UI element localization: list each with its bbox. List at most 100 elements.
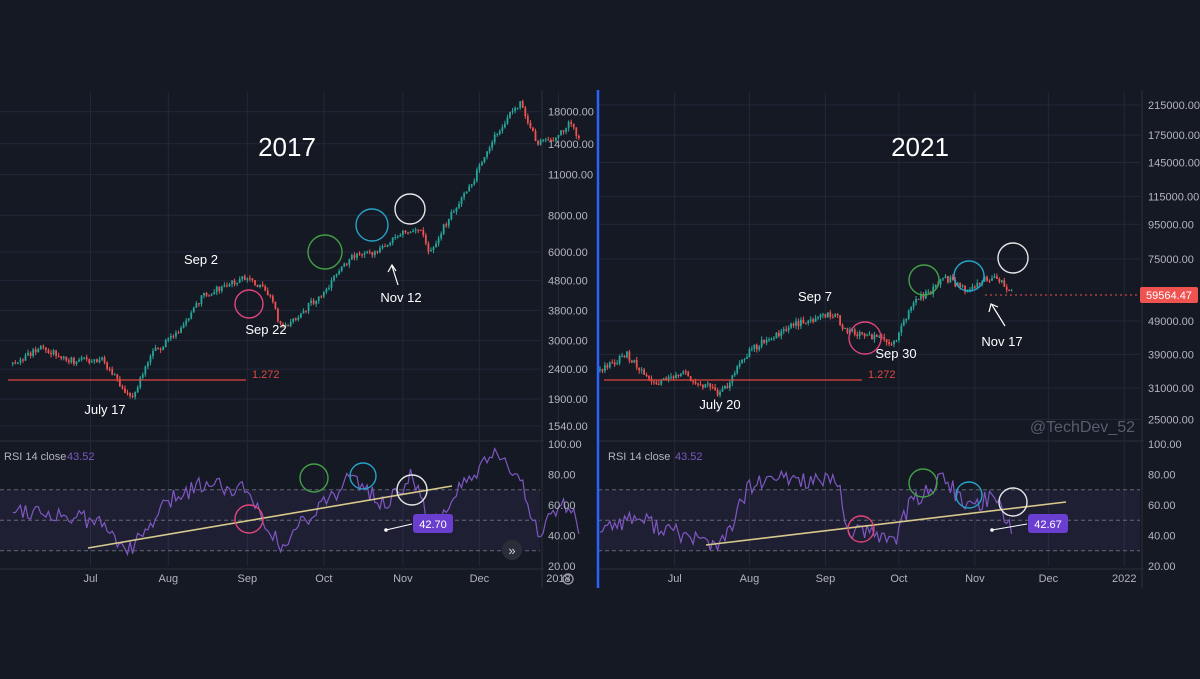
candle-body	[180, 327, 182, 333]
candle-body	[284, 324, 287, 327]
candle-body	[704, 384, 707, 388]
price-tick-label: 215000.00	[1148, 100, 1200, 112]
candle-body	[254, 280, 256, 285]
candle-body	[834, 314, 837, 318]
candle-body	[716, 389, 719, 396]
candle-body	[780, 331, 783, 337]
candle-body	[437, 238, 440, 244]
candle-body	[315, 300, 318, 304]
candle-body	[900, 325, 903, 333]
candle-body	[271, 296, 274, 302]
annotation-sep-30: Sep 30	[875, 346, 916, 361]
candle-body	[422, 230, 425, 236]
candle-body	[643, 369, 645, 375]
candle-body	[679, 373, 682, 376]
x-tick-label: Oct	[890, 573, 907, 585]
candle-body	[1008, 289, 1011, 291]
candle-body	[226, 285, 228, 287]
candle-body	[266, 290, 269, 296]
candle-body	[665, 378, 668, 380]
x-tick-label: Oct	[315, 573, 332, 585]
candle-body	[277, 308, 279, 322]
candle-body	[379, 248, 381, 253]
candle-body	[910, 307, 913, 311]
candle-body	[427, 243, 430, 252]
candle-body	[147, 362, 149, 367]
candle-body	[169, 335, 172, 339]
candle-body	[274, 301, 277, 309]
watermark: @TechDev_52	[1030, 419, 1135, 436]
rsi-marker-dot	[384, 528, 388, 532]
last-price-badge	[1140, 287, 1198, 303]
candle-body	[289, 321, 292, 327]
double-chevron-right-icon[interactable]: »	[508, 543, 515, 558]
candle-body	[29, 352, 32, 357]
candle-body	[856, 334, 859, 337]
candle-body	[721, 388, 724, 392]
rsi-tick-label: 40.00	[548, 531, 576, 543]
arrow-head-nov-17	[988, 303, 999, 313]
settings-gear-icon[interactable]	[562, 573, 574, 585]
candle-body	[768, 339, 770, 341]
rsi-circle-white	[998, 487, 1028, 517]
candle-body	[238, 279, 241, 283]
candle-body	[215, 286, 218, 293]
candle-body	[475, 170, 478, 182]
candle-body	[353, 255, 356, 258]
candle-body	[300, 313, 302, 318]
price-tick-label: 6000.00	[548, 247, 588, 259]
rsi-tick-label: 60.00	[548, 500, 576, 512]
text-layer: Jul Aug Sep Oct Nov Dec 201818000.0014000.0011…	[83, 100, 1200, 585]
annotation-july-20: July 20	[699, 397, 740, 412]
candle-body	[714, 387, 717, 390]
candle-body	[853, 329, 856, 335]
candle-body	[470, 184, 473, 187]
panel-2-rsi-label: RSI 14 close	[608, 451, 670, 463]
candle-body	[243, 276, 246, 280]
candle-body	[996, 276, 998, 279]
candle-body	[765, 339, 768, 343]
rsi-tick-label: 20.00	[1148, 561, 1176, 573]
candle-body	[203, 293, 205, 296]
rsi-marker-dot	[990, 528, 994, 532]
scroll-forward-button[interactable]	[502, 540, 522, 560]
candle-body	[205, 293, 208, 296]
candle-body	[653, 381, 655, 383]
candle-body	[544, 139, 547, 141]
candle-body	[419, 229, 422, 231]
candle-body	[144, 366, 147, 375]
candle-body	[706, 383, 709, 385]
candle-body	[157, 347, 159, 350]
candle-body	[386, 244, 389, 247]
candle-body	[453, 211, 455, 213]
candle-body	[384, 246, 386, 248]
candle-body	[971, 286, 974, 290]
candle-body	[96, 359, 98, 363]
candle-body	[959, 282, 962, 287]
candle-body	[800, 319, 802, 327]
candle-body	[251, 278, 254, 281]
candle-body	[187, 318, 190, 321]
rsi-tick-label: 100.00	[1148, 439, 1182, 451]
candle-body	[154, 347, 157, 351]
candle-body	[328, 287, 330, 289]
candle-body	[628, 351, 631, 361]
candle-body	[824, 314, 827, 318]
candle-body	[141, 374, 144, 378]
candle-body	[660, 379, 663, 385]
candle-body	[782, 329, 785, 332]
candle-body	[956, 282, 959, 287]
annotation-sep-22: Sep 22	[245, 322, 286, 337]
candle-body	[814, 317, 817, 322]
highlight-circle-white	[394, 193, 426, 225]
annotation-sep-7: Sep 7	[798, 289, 832, 304]
candle-body	[565, 128, 567, 132]
candle-body	[947, 276, 949, 283]
candle-body	[292, 318, 295, 322]
candle-body	[934, 284, 937, 287]
price-tick-label: 1540.00	[548, 421, 588, 433]
candle-body	[942, 277, 944, 280]
candle-body	[866, 335, 868, 337]
candle-body	[905, 318, 908, 321]
candle-body	[90, 361, 93, 363]
